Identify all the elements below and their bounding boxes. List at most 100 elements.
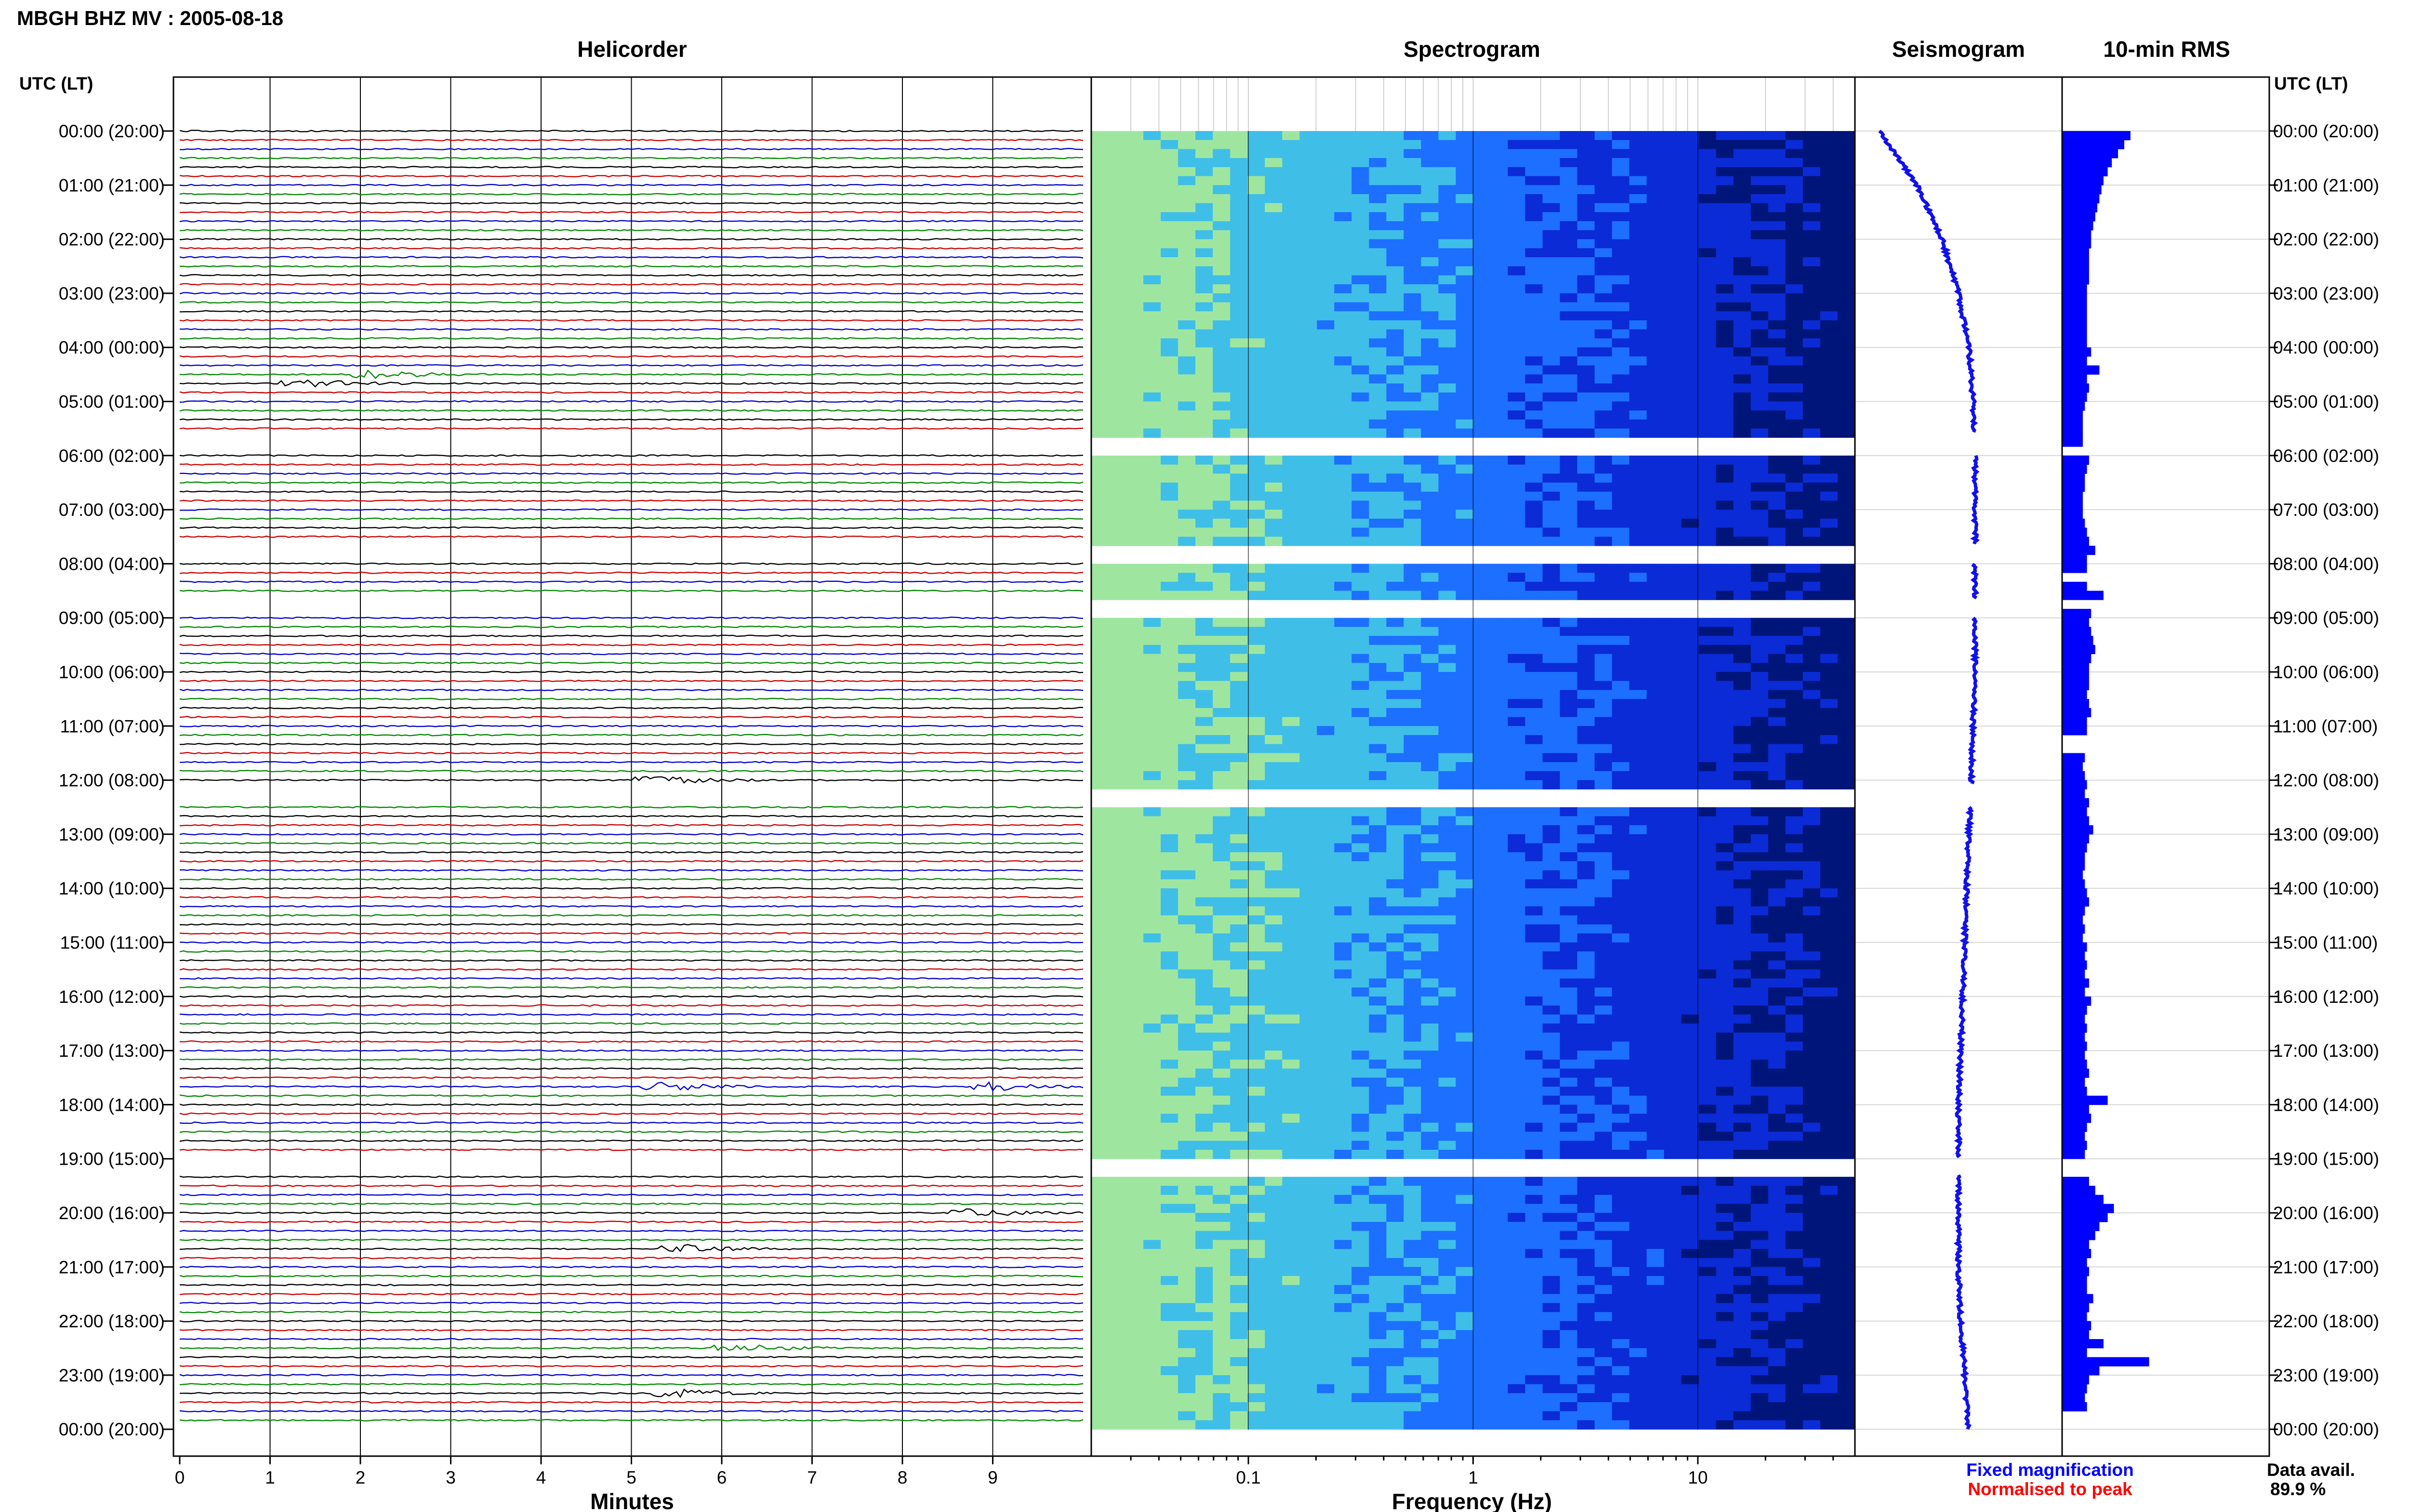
- spectrogram-cell: [1629, 744, 1647, 753]
- spectrogram-cell: [1178, 329, 1196, 339]
- spectrogram-cell: [1230, 627, 1248, 636]
- spectrogram-cell: [1490, 482, 1509, 492]
- spectrogram-cell: [1195, 1068, 1213, 1078]
- spectrogram-cell: [1681, 564, 1699, 573]
- spectrogram-cell: [1508, 960, 1526, 970]
- spectrogram-cell: [1178, 924, 1196, 934]
- spectrogram-cell: [1612, 1078, 1630, 1087]
- spectrogram-cell: [1230, 852, 1248, 862]
- spectrogram-cell: [1195, 978, 1213, 988]
- spectrogram-cell: [1733, 1185, 1751, 1196]
- spectrogram-cell: [1525, 879, 1543, 889]
- spectrogram-cell: [1838, 392, 1855, 402]
- spectrogram-cell: [1525, 1068, 1543, 1078]
- spectrogram-cell: [1195, 1141, 1213, 1150]
- spectrogram-cell: [1733, 861, 1751, 871]
- spectrogram-cell: [1577, 924, 1595, 934]
- spectrogram-cell: [1456, 843, 1474, 853]
- spectrogram-cell: [1195, 329, 1213, 339]
- spectrogram-cell: [1213, 221, 1231, 231]
- spectrogram-cell: [1230, 915, 1248, 925]
- spectrogram-cell: [1386, 239, 1404, 249]
- spectrogram-cell: [1646, 293, 1665, 303]
- spectrogram-cell: [1195, 1131, 1213, 1141]
- spectrogram-cell: [1178, 149, 1196, 158]
- spectrogram-cell: [1698, 1177, 1717, 1186]
- spectrogram-cell: [1317, 455, 1335, 465]
- spectrogram-cell: [1195, 284, 1213, 294]
- spectrogram-cell: [1265, 1051, 1283, 1060]
- spectrogram-cell: [1560, 1095, 1578, 1105]
- spectrogram-cell: [1143, 843, 1161, 853]
- spectrogram-cell: [1577, 212, 1595, 222]
- spectrogram-cell: [1733, 897, 1751, 907]
- spectrogram-cell: [1091, 1122, 1109, 1132]
- spectrogram-cell: [1525, 987, 1543, 997]
- spectrogram-cell: [1490, 618, 1509, 627]
- spectrogram-cell: [1594, 1213, 1613, 1223]
- spectrogram-cell: [1091, 1041, 1109, 1051]
- spectrogram-cell: [1646, 1032, 1665, 1042]
- spectrogram-cell: [1143, 780, 1161, 789]
- spectrogram-cell: [1646, 1041, 1665, 1051]
- spectrogram-cell: [1109, 1005, 1126, 1015]
- spectrogram-cell: [1716, 978, 1734, 988]
- spectrogram-cell: [1820, 726, 1838, 736]
- spectrogram-cell: [1542, 140, 1561, 149]
- spectrogram-cell: [1716, 906, 1734, 916]
- spectrogram-cell: [1213, 581, 1231, 592]
- spectrogram-cell: [1247, 293, 1265, 303]
- spectrogram-cell: [1525, 618, 1543, 627]
- spectrogram-cell: [1681, 1087, 1699, 1096]
- spectrogram-cell: [1091, 564, 1109, 573]
- spectrogram-cell: [1838, 644, 1855, 655]
- spectrogram-cell: [1143, 374, 1161, 384]
- spectrogram-cell: [1612, 618, 1630, 627]
- spectrogram-cell: [1126, 564, 1144, 573]
- spectrogram-cell: [1282, 1104, 1300, 1114]
- spectrogram-cell: [1681, 1195, 1699, 1204]
- spectrogram-cell: [1351, 392, 1369, 402]
- spectrogram-cell: [1230, 717, 1248, 726]
- spectrogram-cell: [1386, 428, 1404, 438]
- spectrogram-cell: [1768, 1213, 1786, 1223]
- spectrogram-cell: [1646, 383, 1665, 393]
- spectrogram-cell: [1386, 383, 1404, 393]
- spectrogram-cell: [1802, 212, 1821, 222]
- spectrogram-cell: [1178, 537, 1196, 546]
- spectrogram-cell: [1438, 266, 1456, 276]
- spectrogram-cell: [1542, 311, 1561, 321]
- spectrogram-cell: [1629, 1095, 1647, 1105]
- spectrogram-cell: [1247, 825, 1265, 835]
- spectrogram-cell: [1317, 915, 1335, 925]
- spectrogram-cell: [1351, 320, 1369, 330]
- spectrogram-cell: [1438, 816, 1456, 826]
- spectrogram-cell: [1351, 987, 1369, 997]
- spectrogram-cell: [1421, 203, 1439, 212]
- spectrogram-cell: [1542, 771, 1561, 781]
- spectrogram-cell: [1456, 581, 1474, 592]
- spectrogram-cell: [1508, 510, 1526, 519]
- spectrogram-cell: [1386, 1023, 1404, 1033]
- spectrogram-cell: [1768, 491, 1786, 501]
- spectrogram-cell: [1542, 825, 1561, 835]
- time-label-left: 19:00 (15:00): [59, 1149, 165, 1169]
- spectrogram-cell: [1143, 510, 1161, 519]
- spectrogram-cell: [1716, 1213, 1734, 1223]
- spectrogram-cell: [1542, 1005, 1561, 1015]
- spectrogram-cell: [1820, 347, 1838, 357]
- spectrogram-cell: [1091, 518, 1109, 528]
- spectrogram-cell: [1351, 834, 1369, 844]
- spectrogram-cell: [1299, 149, 1317, 158]
- spectrogram-cell: [1247, 852, 1265, 862]
- spectrogram-cell: [1317, 780, 1335, 789]
- spectrogram-cell: [1178, 627, 1196, 636]
- spectrogram-cell: [1681, 726, 1699, 736]
- spectrogram-cell: [1508, 212, 1526, 222]
- spectrogram-cell: [1716, 383, 1734, 393]
- spectrogram-cell: [1681, 897, 1699, 907]
- spectrogram-cell: [1334, 203, 1352, 212]
- spectrogram-cell: [1195, 518, 1213, 528]
- spectrogram-cell: [1230, 131, 1248, 141]
- spectrogram-cell: [1594, 960, 1613, 970]
